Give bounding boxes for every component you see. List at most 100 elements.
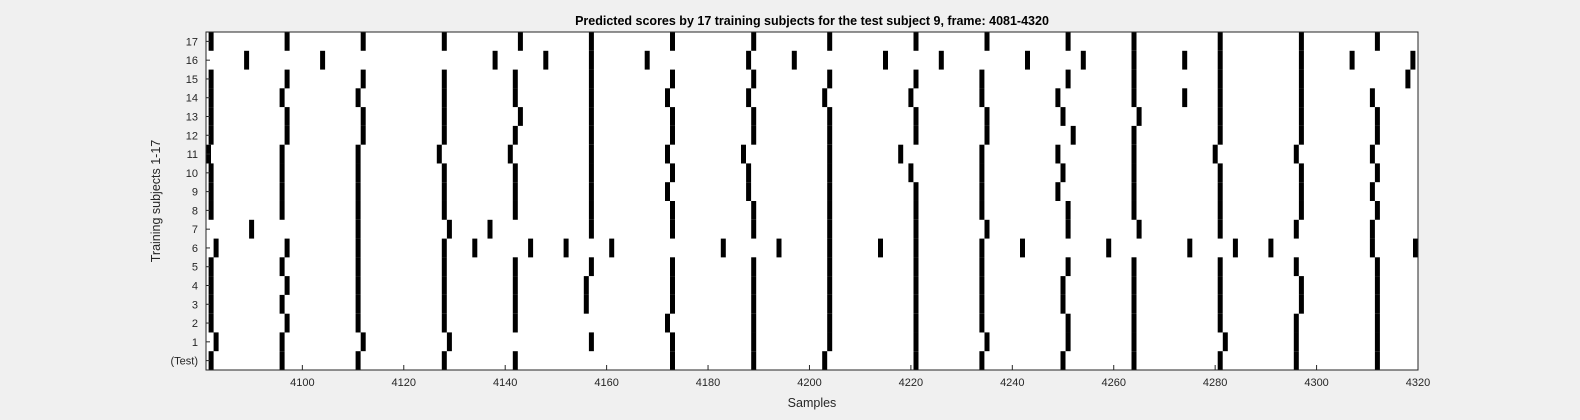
- event-mark: [751, 294, 757, 314]
- event-mark: [984, 219, 990, 239]
- event-mark: [644, 50, 650, 70]
- event-mark: [512, 257, 518, 277]
- event-mark: [827, 276, 833, 295]
- event-mark: [1020, 238, 1025, 258]
- event-mark: [979, 201, 985, 220]
- event-mark: [355, 219, 361, 239]
- event-mark: [1374, 257, 1380, 277]
- event-mark: [913, 69, 919, 89]
- event-mark: [355, 276, 361, 295]
- y-tick-label: 12: [186, 130, 198, 142]
- event-mark: [446, 219, 452, 239]
- event-mark: [1131, 313, 1137, 333]
- event-mark: [979, 163, 985, 183]
- event-mark: [588, 107, 594, 126]
- event-mark: [1298, 88, 1304, 108]
- event-mark: [1065, 313, 1071, 333]
- event-mark: [1217, 88, 1223, 108]
- event-mark: [1298, 50, 1304, 70]
- event-mark: [355, 201, 361, 220]
- event-mark: [1217, 69, 1223, 89]
- event-mark: [1369, 88, 1375, 108]
- event-mark: [441, 107, 447, 126]
- event-mark: [441, 201, 447, 220]
- event-mark: [751, 332, 757, 352]
- event-mark: [1065, 257, 1071, 277]
- event-mark: [583, 276, 589, 295]
- event-mark: [1298, 32, 1304, 51]
- event-mark: [1298, 69, 1304, 89]
- event-mark: [665, 182, 670, 201]
- event-mark: [913, 107, 919, 126]
- event-mark: [1060, 107, 1066, 126]
- event-mark: [984, 125, 990, 145]
- event-mark: [244, 50, 250, 70]
- event-mark: [492, 50, 498, 70]
- x-tick-label: 4120: [392, 377, 416, 389]
- event-mark: [1065, 69, 1071, 89]
- event-mark: [1293, 313, 1299, 333]
- event-mark: [979, 88, 985, 108]
- event-mark: [913, 257, 919, 277]
- event-mark: [1025, 50, 1030, 70]
- event-mark: [441, 182, 447, 201]
- event-mark: [512, 163, 518, 183]
- event-mark: [776, 238, 782, 258]
- event-mark: [1070, 125, 1076, 145]
- event-mark: [208, 257, 214, 277]
- event-mark: [670, 257, 675, 277]
- event-mark: [208, 182, 214, 201]
- event-mark: [1131, 69, 1137, 89]
- event-mark: [208, 88, 214, 108]
- event-mark: [827, 332, 833, 352]
- event-mark: [1055, 88, 1061, 108]
- event-mark: [279, 163, 285, 183]
- event-mark: [670, 332, 675, 352]
- event-mark: [979, 276, 985, 295]
- event-mark: [670, 201, 675, 220]
- event-mark: [1369, 238, 1375, 258]
- event-mark: [1106, 238, 1112, 258]
- event-mark: [355, 182, 361, 201]
- event-mark: [751, 107, 757, 126]
- event-mark: [360, 107, 366, 126]
- event-mark: [1298, 201, 1304, 220]
- x-tick-label: 4140: [493, 377, 517, 389]
- event-mark: [588, 144, 594, 164]
- event-mark: [827, 238, 833, 258]
- event-mark: [1217, 163, 1223, 183]
- event-mark: [827, 144, 833, 164]
- event-mark: [512, 88, 518, 108]
- event-mark: [1080, 50, 1086, 70]
- event-mark: [1369, 219, 1375, 239]
- x-tick-label: 4300: [1304, 377, 1328, 389]
- event-mark: [588, 50, 594, 70]
- event-mark: [670, 276, 675, 295]
- event-mark: [1055, 144, 1061, 164]
- event-mark: [751, 219, 757, 239]
- event-mark: [441, 163, 447, 183]
- event-mark: [512, 351, 518, 370]
- event-mark: [913, 32, 919, 51]
- event-mark: [355, 88, 361, 108]
- event-mark: [588, 163, 594, 183]
- event-mark: [979, 144, 985, 164]
- event-mark: [563, 238, 569, 258]
- event-mark: [1232, 238, 1238, 258]
- event-mark: [588, 219, 594, 239]
- x-tick-label: 4180: [696, 377, 720, 389]
- event-mark: [472, 238, 478, 258]
- event-mark: [1298, 182, 1304, 201]
- event-mark: [670, 163, 675, 183]
- event-mark: [213, 238, 219, 258]
- event-mark: [827, 201, 833, 220]
- event-mark: [360, 32, 366, 51]
- event-mark: [822, 88, 828, 108]
- event-mark: [883, 50, 888, 70]
- event-mark: [446, 332, 452, 352]
- event-mark: [913, 351, 919, 370]
- event-mark: [665, 88, 670, 108]
- event-mark: [913, 313, 919, 333]
- event-mark: [208, 313, 214, 333]
- event-mark: [979, 69, 985, 89]
